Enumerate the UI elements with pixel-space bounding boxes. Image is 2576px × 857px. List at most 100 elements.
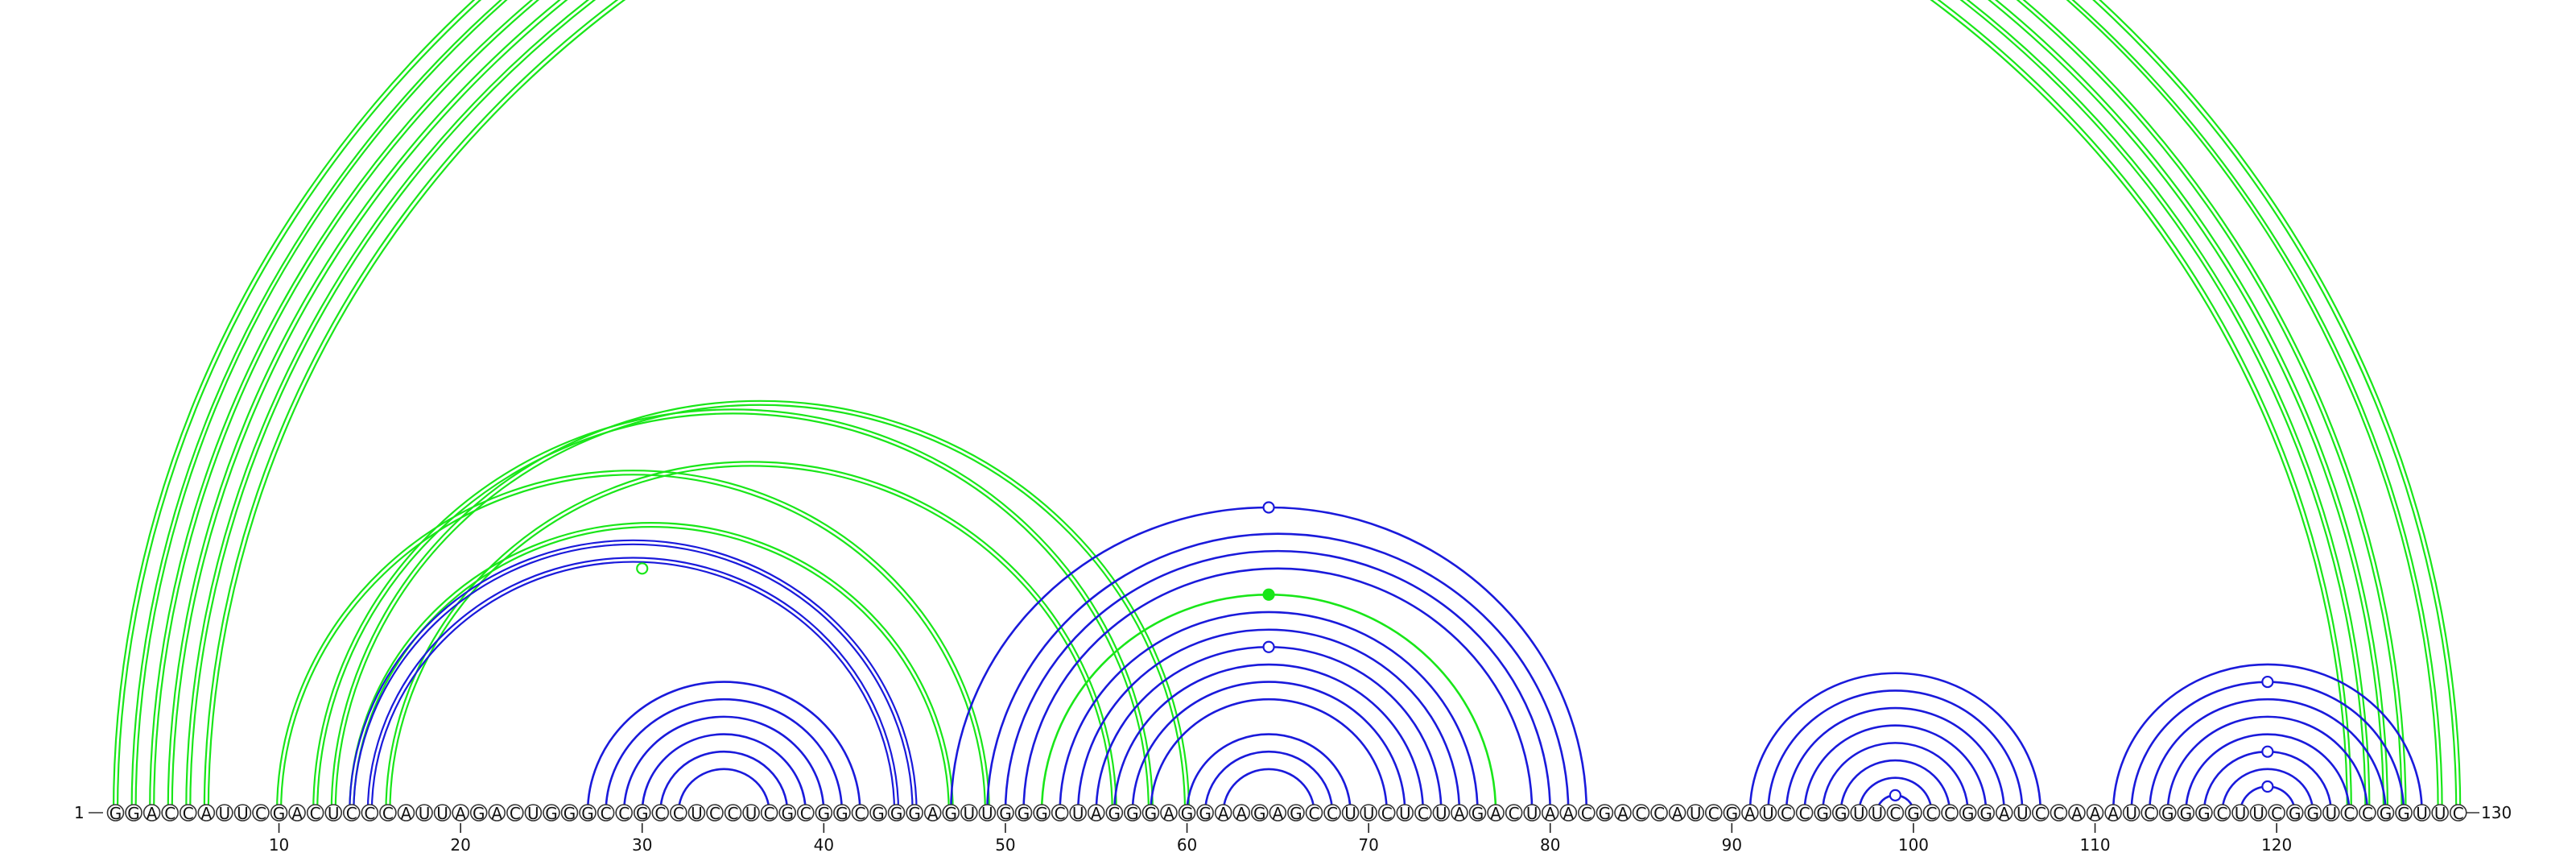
nucleotide-circle-113: [2140, 804, 2159, 822]
nucleotide-35: C: [728, 804, 739, 823]
nucleotide-circle-76: [1468, 804, 1487, 822]
nucleotide-53: C: [1055, 804, 1066, 823]
base-pair-arc-51-79: [1022, 567, 1534, 814]
base-pair-arc-27-42: [586, 681, 861, 814]
nucleotide-100: G: [1907, 804, 1920, 823]
nucleotide-circle-100: [1905, 804, 1922, 822]
nucleotide-circle-58: [1141, 804, 1160, 822]
nucleotide-29: C: [618, 804, 630, 823]
nucleotide-circle-95: [1814, 804, 1831, 822]
nucleotide-circle-87: [1668, 804, 1686, 822]
nucleotide-circle-14: [342, 804, 361, 822]
nucleotide-39: C: [800, 804, 811, 823]
tick-label-20: 20: [450, 835, 470, 855]
nucleotide-circle-36: [742, 804, 760, 822]
nucleotide-circle-30: [633, 804, 651, 822]
nucleotide-circle-77: [1487, 804, 1505, 822]
nucleotide-81: A: [1563, 804, 1574, 823]
nucleotide-circle-78: [1505, 804, 1523, 822]
nucleotide-124: C: [2343, 804, 2355, 823]
nucleotide-circle-51: [1014, 804, 1033, 822]
base-pair-arc-10-49-line-2: [275, 470, 990, 814]
base-pair-arc-97-101: [1857, 776, 1933, 814]
nucleotide-circle-99: [1886, 804, 1905, 822]
nucleotide-circle-54: [1069, 804, 1087, 822]
nucleotide-13: U: [328, 804, 340, 823]
base-pair-arc-1-130-line-1: [116, 0, 2458, 814]
nucleotide-50: G: [999, 804, 1012, 823]
nucleotide-circle-82: [1578, 804, 1596, 822]
tick-label-110: 110: [2079, 835, 2110, 855]
nucleotide-65: A: [1272, 804, 1283, 823]
nucleotide-circle-127: [2395, 804, 2413, 822]
arc-marker-98-100: [1889, 789, 1901, 801]
nucleotide-circle-67: [1305, 804, 1323, 822]
base-pair-arc-61-68: [1203, 750, 1334, 814]
tick-label-40: 40: [814, 835, 834, 855]
nucleotide-45: G: [908, 804, 921, 823]
nucleotide-14: C: [346, 804, 357, 823]
base-pair-arc-3-127-line-2: [149, 0, 2407, 814]
nucleotide-circle-109: [2068, 804, 2086, 822]
nucleotide-71: C: [1381, 804, 1393, 823]
nucleotide-circle-97: [1850, 804, 1868, 822]
nucleotide-57: G: [1126, 804, 1139, 823]
nucleotide-82: C: [1581, 804, 1592, 823]
nucleotide-circle-83: [1596, 804, 1614, 822]
nucleotide-circle-24: [524, 804, 543, 822]
nucleotide-121: G: [2289, 804, 2301, 823]
arc-marker-52-77: [1262, 588, 1275, 601]
nucleotide-circle-119: [2249, 804, 2268, 822]
markers-layer: [636, 501, 2274, 801]
nucleotide-circle-94: [1795, 804, 1814, 822]
nucleotide-circle-1: [106, 804, 125, 822]
nucleotide-circle-40: [815, 804, 833, 822]
nucleotide-circle-101: [1922, 804, 1941, 822]
nucleotide-circle-129: [2431, 804, 2449, 822]
nucleotide-circle-18: [415, 804, 433, 822]
base-pair-arc-4-126-line-1: [171, 0, 2385, 814]
nucleotide-107: C: [2035, 804, 2046, 823]
nucleotide-122: G: [2307, 804, 2320, 823]
base-pair-arc-56-73: [1113, 663, 1425, 814]
nucleotide-18: U: [419, 804, 431, 823]
nucleotide-circle-28: [597, 804, 615, 822]
nucleotide-circle-10: [270, 804, 288, 822]
base-pair-arc-12-58-line-1: [316, 412, 1150, 814]
nucleotide-69: U: [1344, 804, 1356, 823]
nucleotide-circle-107: [2032, 804, 2050, 822]
nucleotide-circle-46: [923, 804, 942, 822]
nucleotide-1: G: [109, 804, 122, 823]
nucleotide-circle-52: [1033, 804, 1051, 822]
nucleotide-49: U: [981, 804, 993, 823]
base-pair-arc-30-39: [641, 733, 807, 814]
base-pair-arc-93-105: [1785, 706, 2006, 814]
nucleotide-7: U: [219, 804, 231, 823]
nucleotide-circle-21: [469, 804, 488, 822]
base-pair-arc-5-125-line-1: [189, 0, 2367, 814]
nucleotide-68: C: [1327, 804, 1338, 823]
nucleotide-84: A: [1617, 804, 1629, 823]
base-pair-arc-29-40: [622, 715, 825, 814]
nucleotide-115: G: [2180, 804, 2193, 823]
nucleotide-circle-34: [706, 804, 724, 822]
nucleotide-70: U: [1363, 804, 1375, 823]
nucleotide-60: G: [1181, 804, 1194, 823]
nucleotide-circle-105: [1995, 804, 2013, 822]
nucleotide-91: A: [1744, 804, 1756, 823]
arc-marker-55-74: [1262, 640, 1275, 653]
nucleotide-9: C: [255, 804, 266, 823]
nucleotide-circle-25: [543, 804, 560, 822]
nucleotide-74: U: [1435, 804, 1447, 823]
nucleotide-90: G: [1726, 804, 1739, 823]
nucleotide-6: A: [200, 804, 212, 823]
nucleotide-circle-74: [1432, 804, 1451, 822]
tick-label-120: 120: [2261, 835, 2292, 855]
nucleotide-16: C: [382, 804, 394, 823]
nucleotide-41: G: [836, 804, 848, 823]
nucleotide-circle-62: [1214, 804, 1232, 822]
nucleotide-118: U: [2235, 804, 2247, 823]
nucleotide-52: G: [1035, 804, 1048, 823]
arc-marker-116-123: [2261, 745, 2274, 758]
